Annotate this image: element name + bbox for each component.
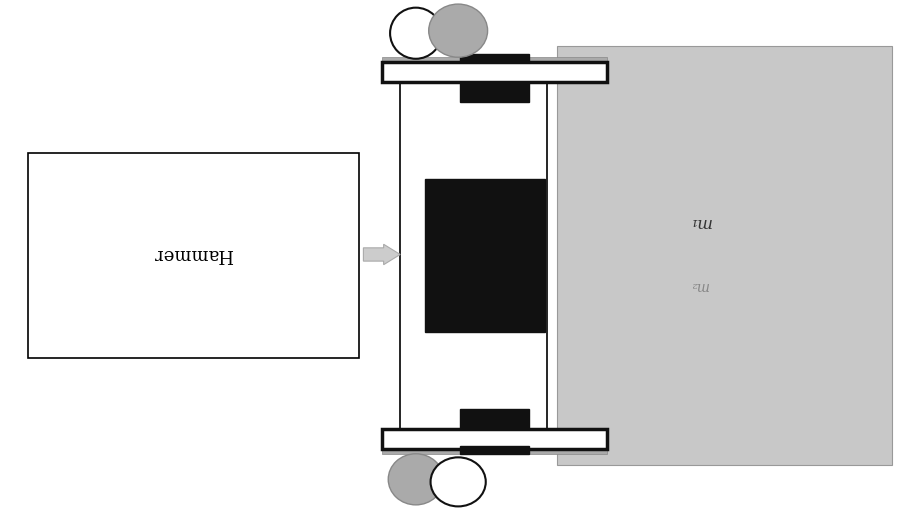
Text: Hammer: Hammer (153, 245, 233, 264)
Polygon shape (363, 244, 400, 265)
Bar (460, 82, 528, 102)
Ellipse shape (428, 4, 487, 57)
Ellipse shape (388, 454, 443, 505)
Bar (381, 429, 607, 449)
Bar (28, 153, 358, 358)
Bar (381, 62, 607, 82)
Ellipse shape (430, 457, 485, 506)
Bar (425, 179, 544, 332)
Bar (460, 409, 528, 429)
Bar (460, 54, 528, 62)
Bar (381, 57, 607, 62)
Text: m₂: m₂ (689, 279, 708, 293)
Bar (460, 446, 528, 454)
Text: m₁: m₁ (687, 214, 709, 231)
Bar (556, 46, 891, 465)
Ellipse shape (390, 8, 441, 59)
Bar (381, 449, 607, 454)
